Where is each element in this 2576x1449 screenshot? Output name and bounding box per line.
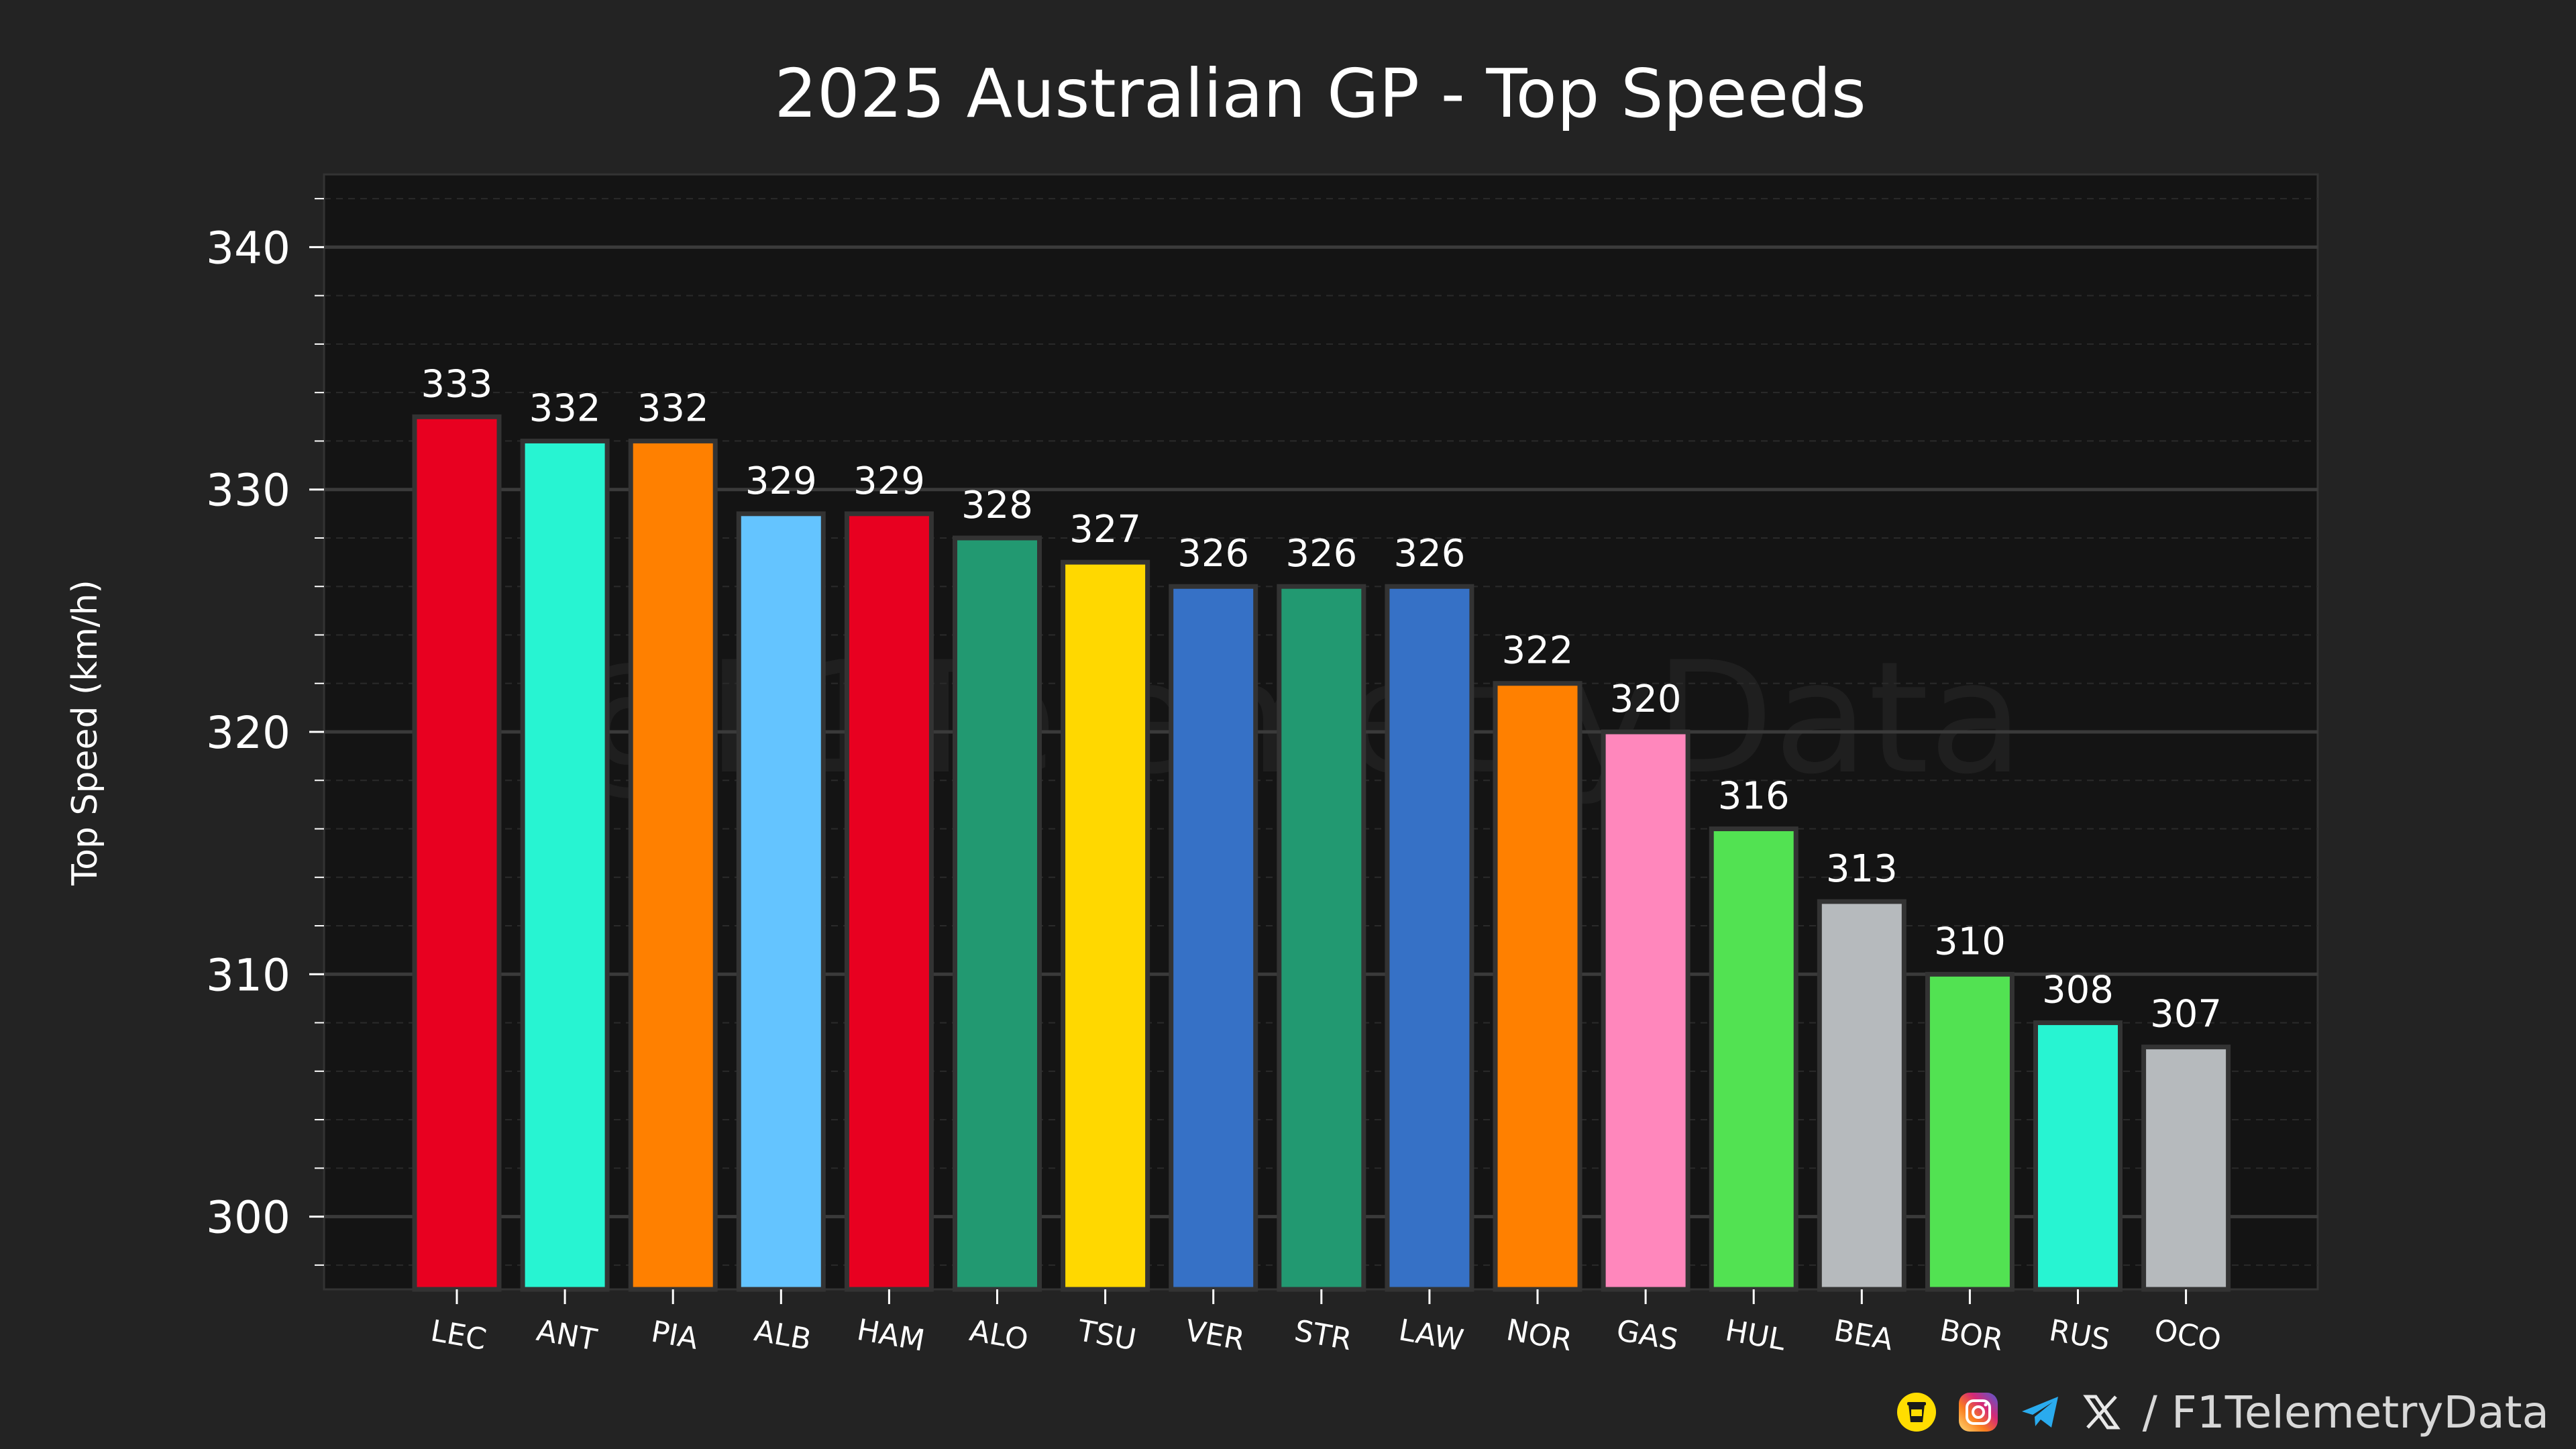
bars: 333 332 332 329 329 328 327 326 326 326 322 320 316 3… [412, 362, 2231, 1292]
data-label-nor: 322 [1502, 629, 1574, 673]
data-label-pia: 332 [637, 386, 709, 430]
x-tick-label-rus: RUS [2047, 1313, 2112, 1358]
x-tick-label-gas: GAS [1614, 1313, 1681, 1358]
bar-bor [1925, 971, 2015, 1292]
data-label-law: 326 [1393, 532, 1465, 576]
data-label-str: 326 [1285, 532, 1357, 576]
bar-tsu [1061, 559, 1150, 1292]
bar-ver [1169, 584, 1258, 1292]
y-tick-label: 340 [206, 222, 290, 274]
x-tick-label-ham: HAM [855, 1313, 927, 1358]
telegram-icon[interactable] [2019, 1391, 2061, 1433]
coffee-icon[interactable] [1896, 1391, 1937, 1433]
y-tick-label: 300 [206, 1192, 290, 1244]
y-axis-label: Top Speed (km/h) [65, 580, 105, 886]
x-tick-label-alb: ALB [752, 1313, 814, 1357]
footer: / F1TelemetryData [1896, 1383, 2549, 1441]
bar-nor [1493, 681, 1582, 1292]
data-label-lec: 333 [421, 362, 493, 406]
data-label-alb: 329 [745, 460, 817, 503]
x-tick-label-str: STR [1292, 1313, 1354, 1357]
x-tick-label-oco: OCO [2151, 1313, 2223, 1358]
bar-ham [844, 511, 934, 1292]
data-label-ant: 332 [529, 386, 601, 430]
bar-pia [628, 438, 718, 1292]
x-tick-label-tsu: TSU [1075, 1313, 1139, 1358]
x-tick-label-lec: LEC [428, 1313, 489, 1357]
x-tick-label-bor: BOR [1937, 1313, 2006, 1358]
x-tick-label-ver: VER [1183, 1313, 1247, 1358]
chart-title: 2025 Australian GP - Top Speeds [774, 54, 1866, 133]
bar-alo [953, 535, 1042, 1292]
data-label-rus: 308 [2042, 969, 2114, 1012]
bar-str [1277, 584, 1366, 1292]
instagram-icon[interactable] [1957, 1391, 1999, 1433]
x-tick-label-nor: NOR [1504, 1313, 1574, 1358]
x-tick-label-bea: BEA [1831, 1313, 1896, 1358]
bar-rus [2033, 1020, 2123, 1292]
bar-alb [736, 511, 826, 1292]
data-label-alo: 328 [961, 484, 1033, 527]
data-label-bea: 313 [1826, 847, 1898, 891]
bar-hul [1709, 826, 1799, 1292]
x-tick-label-pia: PIA [649, 1315, 700, 1356]
data-label-ham: 329 [853, 460, 925, 503]
y-axis: 300 310 320 330 340 [206, 198, 324, 1266]
bar-bea [1817, 899, 1907, 1292]
x-icon[interactable] [2081, 1391, 2123, 1433]
bar-ant [520, 438, 610, 1292]
bar-lec [412, 414, 502, 1292]
y-tick-label: 310 [206, 949, 290, 1001]
bar-oco [2141, 1044, 2231, 1292]
x-tick-label-alo: ALO [967, 1313, 1030, 1357]
data-label-gas: 320 [1610, 678, 1682, 721]
x-axis: LEC ANT PIA ALB HAM ALO TSU VER STR LAW NOR GAS HUL B… [428, 1289, 2224, 1358]
data-label-tsu: 327 [1069, 508, 1141, 551]
x-tick-label-ant: ANT [534, 1313, 600, 1358]
data-label-oco: 307 [2150, 993, 2222, 1036]
bar-gas [1601, 729, 1690, 1292]
x-tick-label-hul: HUL [1723, 1313, 1788, 1358]
data-label-hul: 316 [1718, 775, 1790, 818]
y-tick-label: 330 [206, 465, 290, 517]
data-label-ver: 326 [1177, 532, 1249, 576]
y-tick-label: 320 [206, 707, 290, 759]
data-label-bor: 310 [1934, 920, 2006, 963]
footer-handle: / F1TelemetryData [2142, 1386, 2549, 1438]
bar-law [1385, 584, 1474, 1292]
x-tick-label-law: LAW [1396, 1313, 1466, 1358]
